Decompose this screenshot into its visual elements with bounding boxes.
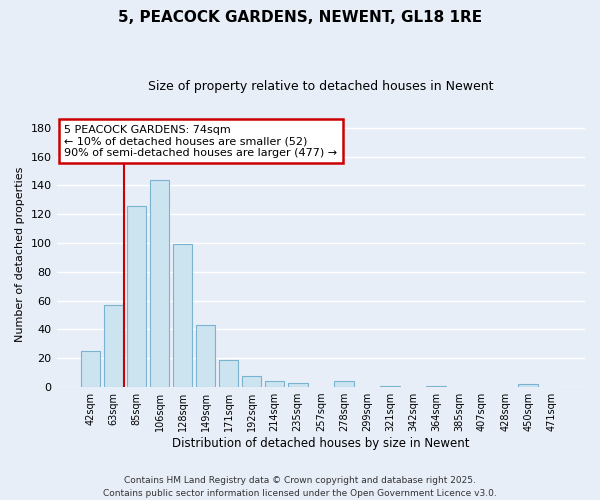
Bar — [104, 305, 123, 387]
Text: 5 PEACOCK GARDENS: 74sqm
← 10% of detached houses are smaller (52)
90% of semi-d: 5 PEACOCK GARDENS: 74sqm ← 10% of detach… — [64, 124, 338, 158]
Bar — [127, 206, 146, 387]
Bar — [80, 351, 100, 387]
Bar — [219, 360, 238, 387]
Bar — [334, 382, 353, 387]
X-axis label: Distribution of detached houses by size in Newent: Distribution of detached houses by size … — [172, 437, 470, 450]
Bar — [265, 382, 284, 387]
Y-axis label: Number of detached properties: Number of detached properties — [15, 166, 25, 342]
Text: Contains HM Land Registry data © Crown copyright and database right 2025.
Contai: Contains HM Land Registry data © Crown c… — [103, 476, 497, 498]
Bar — [426, 386, 446, 387]
Bar — [380, 386, 400, 387]
Bar — [288, 383, 308, 387]
Title: Size of property relative to detached houses in Newent: Size of property relative to detached ho… — [148, 80, 494, 93]
Bar — [173, 244, 193, 387]
Bar — [242, 376, 262, 387]
Bar — [149, 180, 169, 387]
Bar — [518, 384, 538, 387]
Bar — [196, 325, 215, 387]
Text: 5, PEACOCK GARDENS, NEWENT, GL18 1RE: 5, PEACOCK GARDENS, NEWENT, GL18 1RE — [118, 10, 482, 25]
